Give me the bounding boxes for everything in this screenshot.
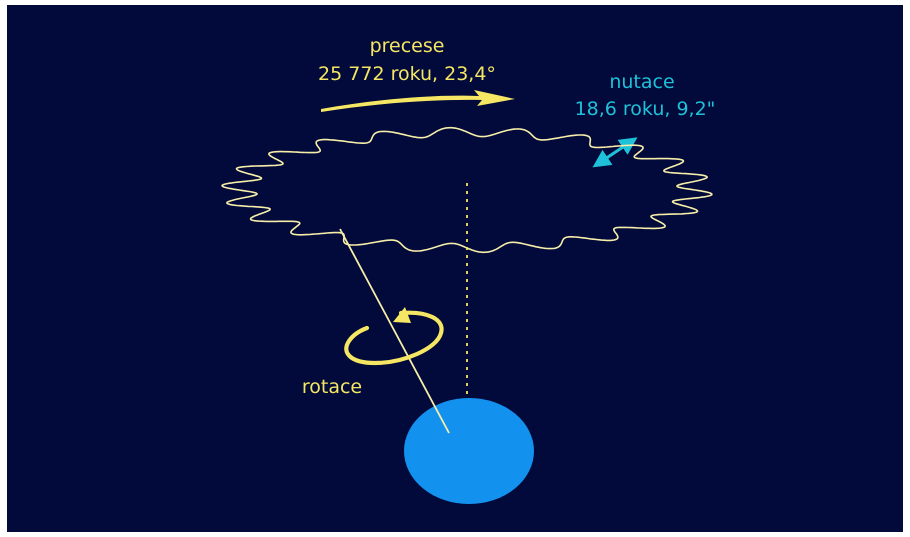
diagram-canvas: precese 25 772 roku, 23,4° nutace 18,6 r… [7, 5, 903, 532]
rotation-label: rotace [301, 376, 363, 398]
nutation-title: nutace [609, 71, 675, 93]
rotation-axis [339, 228, 450, 434]
nutation-detail: 18,6 roku, 9,2" [574, 98, 716, 120]
rotation-arrow [344, 307, 444, 366]
precession-detail: 25 772 roku, 23,4° [318, 63, 496, 85]
precession-arrow [321, 90, 515, 112]
nutation-wave-path [221, 126, 713, 254]
precession-nutation-diagram [221, 90, 713, 504]
precession-title: precese [369, 35, 445, 57]
nutation-arrow [592, 137, 638, 168]
earth-globe [404, 398, 534, 504]
